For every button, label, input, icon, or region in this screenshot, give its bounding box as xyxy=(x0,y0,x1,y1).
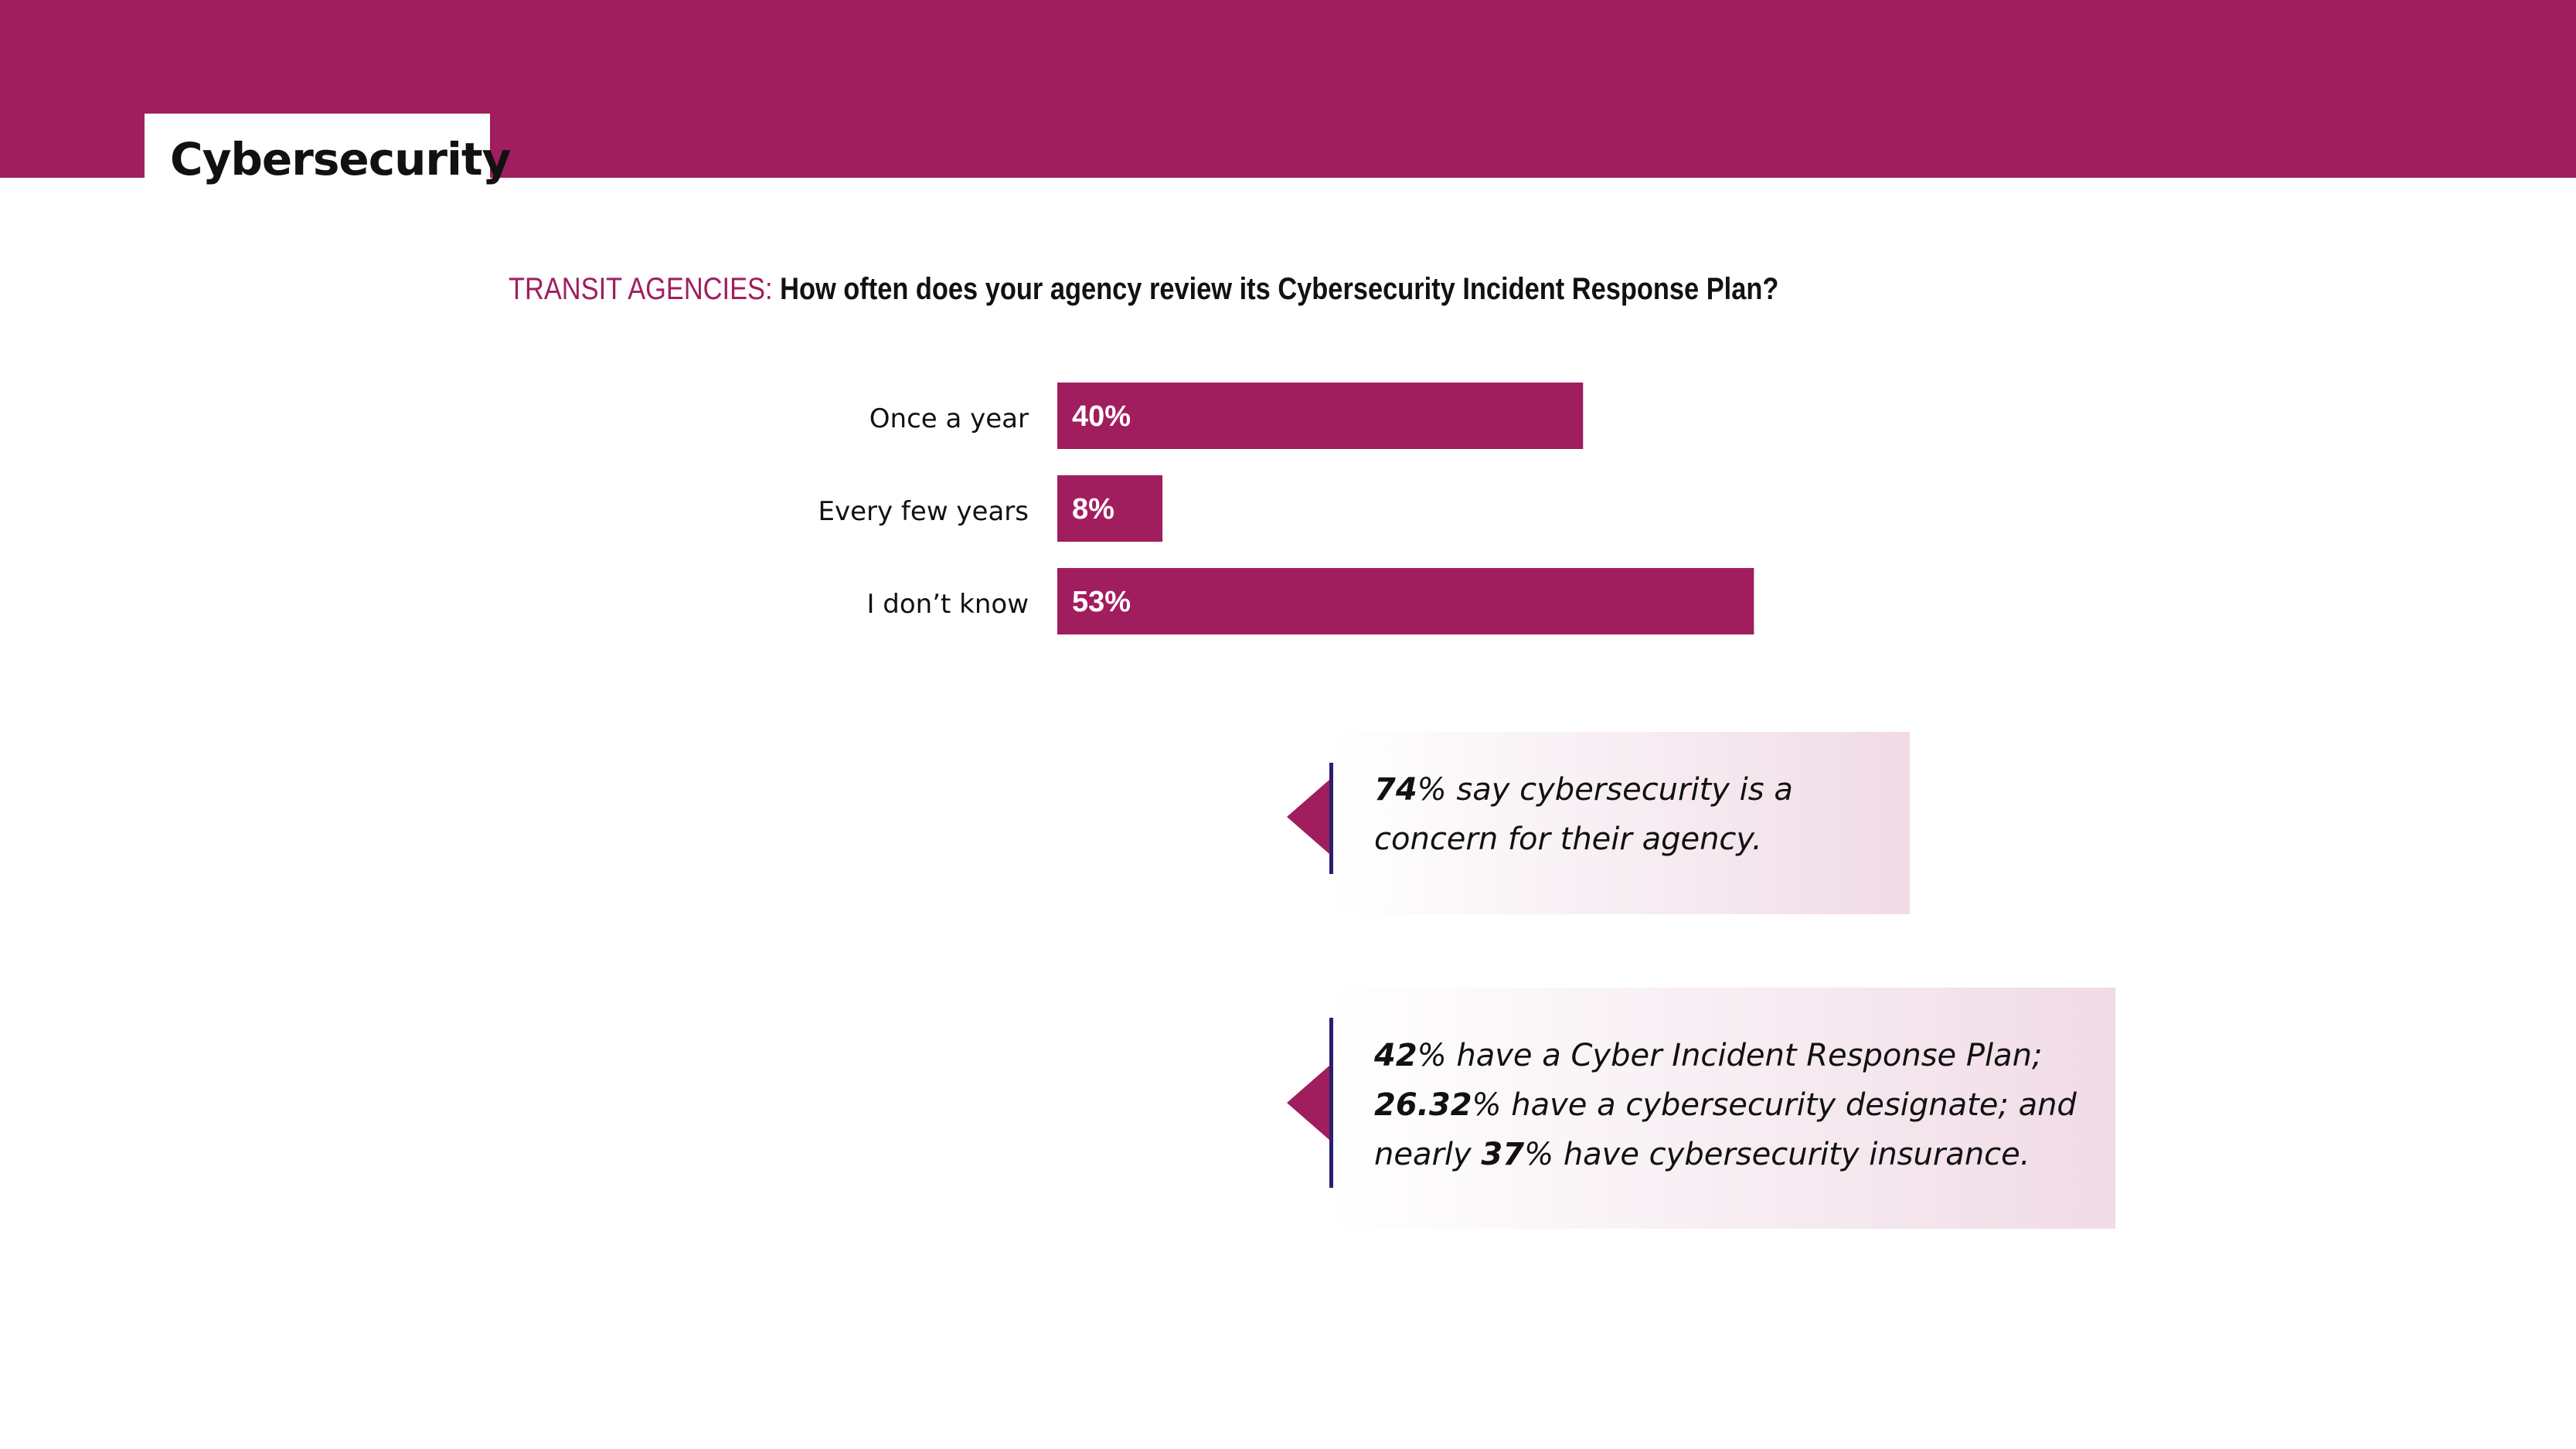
callout-arrow-icon xyxy=(1287,780,1329,854)
bar-0 xyxy=(1057,383,1584,449)
page-title: Cybersecurity xyxy=(170,133,511,185)
category-label: Every few years xyxy=(818,496,1029,527)
title-tab xyxy=(145,114,490,191)
callout-box xyxy=(1332,988,2115,1229)
callout-phrase: nearly xyxy=(1374,1137,1482,1172)
bar-value-label: 40% xyxy=(1072,400,1131,433)
callout-line-text: 42% have a Cyber Incident Response Plan; xyxy=(1374,1031,2077,1080)
callout-line-text: 74% say cybersecurity is a xyxy=(1374,765,1793,815)
category-label: Once a year xyxy=(869,403,1029,434)
category-label: I don’t know xyxy=(866,589,1029,620)
callout-arrow-icon xyxy=(1287,1066,1329,1140)
chart-title-prefix: TRANSIT AGENCIES: xyxy=(509,272,773,306)
chart-title: TRANSIT AGENCIES: How often does your ag… xyxy=(509,272,1778,307)
callout-accent-line xyxy=(1329,763,1333,874)
callout-box xyxy=(1332,732,1910,914)
callout-stat: 26.32 xyxy=(1374,1087,1472,1123)
callout-accent-line xyxy=(1329,1018,1333,1188)
callout-phrase: % have a cybersecurity designate; and xyxy=(1472,1087,2077,1123)
bar-1 xyxy=(1057,475,1163,542)
callout-text: 74% say cybersecurity is a concern for th… xyxy=(1374,765,1793,864)
callout-stat: 74 xyxy=(1374,772,1417,808)
bar-2 xyxy=(1057,568,1754,634)
callout-stat: 42 xyxy=(1374,1038,1417,1073)
callout-phrase: % have a Cyber Incident Response Plan; xyxy=(1417,1038,2043,1073)
callout-phrase: % have cybersecurity insurance. xyxy=(1524,1137,2030,1172)
callout-line-text: 26.32% have a cybersecurity designate; a… xyxy=(1374,1080,2077,1130)
callout-text: 42% have a Cyber Incident Response Plan;… xyxy=(1374,1031,2077,1179)
chart-title-text: How often does your agency review its Cy… xyxy=(780,272,1779,306)
callout-line-text: nearly 37% have cybersecurity insurance. xyxy=(1374,1130,2077,1179)
callout-phrase: % say cybersecurity is a xyxy=(1417,772,1793,808)
bar-value-label: 53% xyxy=(1072,586,1131,618)
callout-phrase: concern for their agency. xyxy=(1374,821,1762,857)
callout-line-text: concern for their agency. xyxy=(1374,815,1793,864)
callout-stat: 37 xyxy=(1481,1137,1525,1172)
bar-value-label: 8% xyxy=(1072,493,1114,526)
